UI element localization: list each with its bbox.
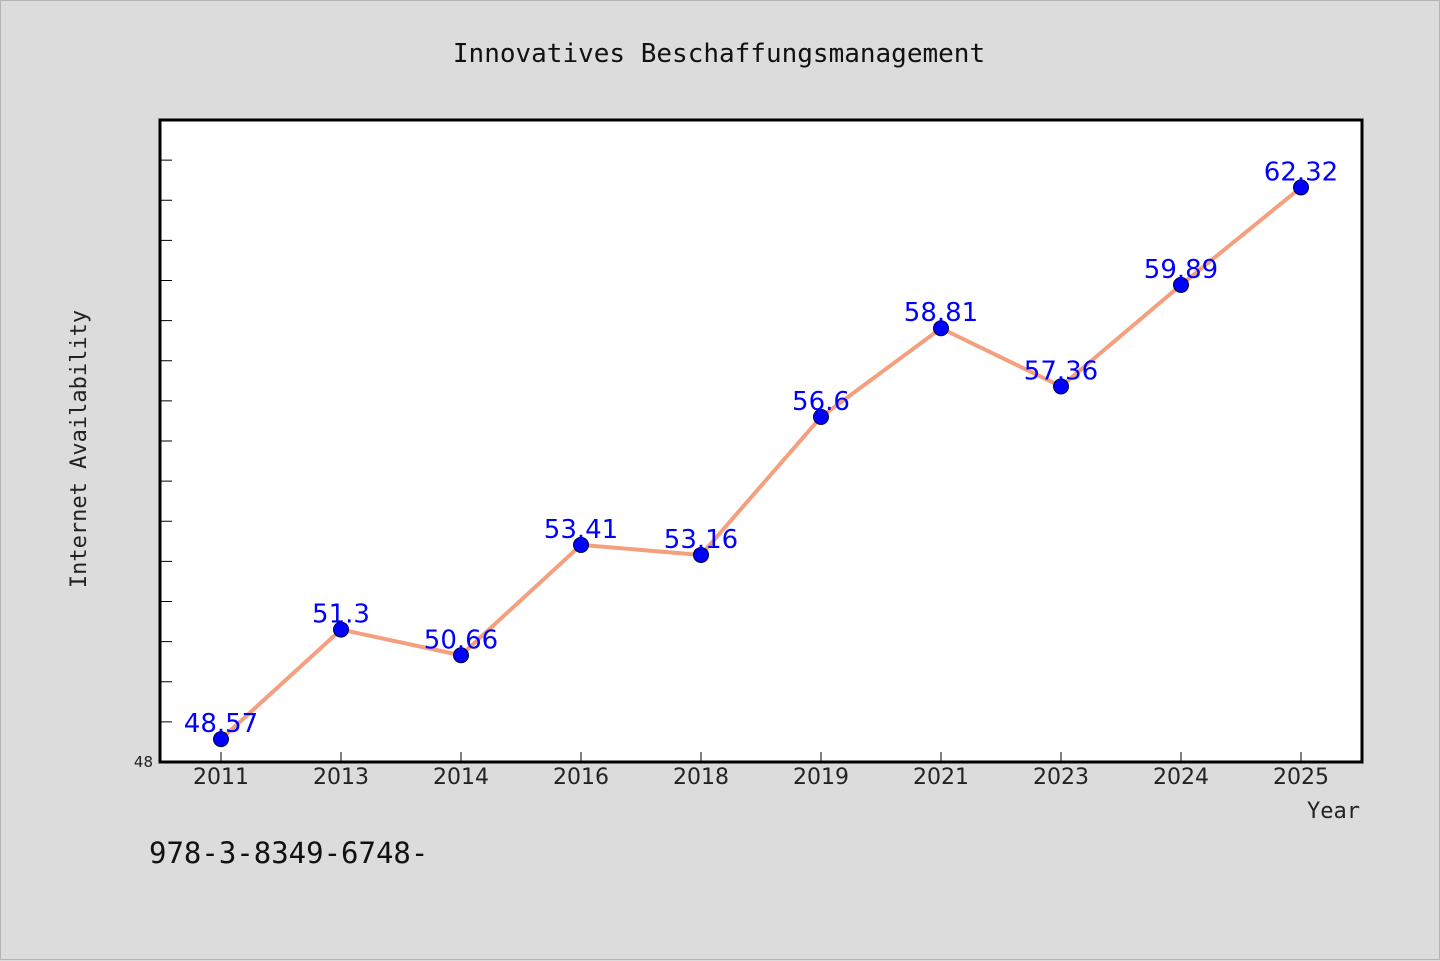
data-point: [1293, 179, 1309, 196]
data-point: [573, 536, 589, 553]
x-tick-label: 2024: [1153, 765, 1209, 790]
x-tick-label: 2018: [673, 765, 729, 790]
x-tick-label: 2025: [1273, 765, 1329, 790]
x-tick-label: 2019: [793, 765, 849, 790]
data-label: 53.41: [544, 515, 618, 545]
x-tick-label: 2014: [433, 765, 489, 790]
data-point: [1173, 276, 1189, 293]
series-markers: [213, 179, 1309, 748]
data-point: [1053, 378, 1069, 395]
data-point: [693, 546, 709, 563]
x-tick-label: 2023: [1033, 765, 1089, 790]
data-point: [213, 731, 229, 748]
plot-area: [158, 118, 1364, 764]
series-line: [219, 185, 1303, 741]
data-label: 57.36: [1024, 356, 1098, 386]
y-tick-label-min: 48: [134, 753, 153, 771]
data-label: 58.81: [904, 298, 978, 328]
data-point: [813, 408, 829, 425]
data-label: 56.6: [792, 387, 850, 417]
x-axis-ticks: 2011 2013 2014 2016 2018 2019 2021 2023 2024 2025: [193, 752, 1329, 790]
x-tick-label: 2021: [913, 765, 969, 790]
data-label: 62.32: [1264, 157, 1338, 187]
data-label: 59.89: [1144, 255, 1218, 285]
data-point: [933, 320, 949, 337]
x-tick-label: 2011: [193, 765, 249, 790]
data-point: [453, 647, 469, 664]
chart-title: Innovatives Beschaffungsmanagement: [453, 39, 985, 69]
data-label: 48.57: [184, 709, 258, 739]
footnote-isbn: 978-3-8349-6748-: [149, 836, 428, 870]
data-labels: 48.57 51.3 50.66 53.41 53.16 56.6 58.81 57.36 59…: [184, 157, 1338, 739]
y-axis-label: Internet Availability: [67, 310, 92, 588]
data-label: 50.66: [424, 625, 498, 655]
data-label: 53.16: [664, 525, 738, 555]
y-axis-ticks: [160, 159, 172, 723]
x-axis-label: Year: [1307, 799, 1360, 824]
data-label: 51.3: [312, 600, 370, 630]
data-point: [333, 621, 349, 638]
x-tick-label: 2013: [313, 765, 369, 790]
x-tick-label: 2016: [553, 765, 609, 790]
